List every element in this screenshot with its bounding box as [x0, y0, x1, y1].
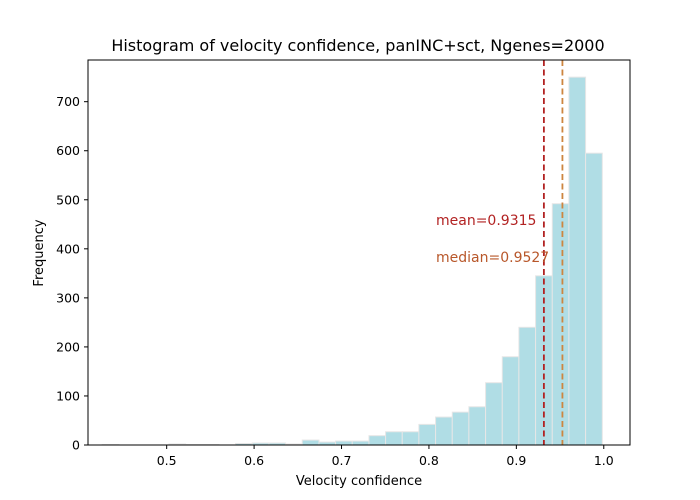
- histogram-bar: [418, 423, 437, 446]
- y-tick-label: 700: [56, 94, 80, 109]
- histogram-bar: [385, 431, 403, 446]
- x-tick-label: 0.5: [157, 453, 177, 468]
- x-tick-label: 1.0: [594, 453, 614, 468]
- histogram-bar: [335, 440, 353, 446]
- reference-lines: [542, 60, 564, 445]
- x-axis-ticks: 0.5 0.6 0.7 0.8 0.9 1.0: [157, 445, 614, 468]
- mean-annotation: mean=0.9315: [436, 213, 536, 229]
- y-tick-label: 600: [56, 143, 80, 158]
- x-tick-label: 0.9: [506, 453, 526, 468]
- histogram-bar: [568, 76, 587, 446]
- y-tick-label: 200: [56, 339, 80, 354]
- histogram-bar: [351, 440, 370, 446]
- histogram-bar: [451, 411, 470, 446]
- x-axis-label: Velocity confidence: [296, 474, 422, 489]
- histogram-bar: [468, 406, 487, 446]
- y-tick-label: 300: [56, 290, 80, 305]
- histogram-bar: [368, 435, 387, 446]
- histogram-bar: [551, 203, 570, 446]
- histogram-bar: [585, 152, 603, 446]
- y-tick-label: 500: [56, 192, 80, 207]
- y-axis-label: Frequency: [32, 219, 47, 286]
- x-tick-label: 0.7: [332, 453, 352, 468]
- y-tick-label: 400: [56, 241, 80, 256]
- x-tick-label: 0.8: [419, 453, 439, 468]
- histogram-bar: [485, 382, 503, 446]
- y-tick-label: 0: [72, 438, 80, 453]
- histogram-bar: [518, 326, 537, 446]
- histogram-bar: [501, 356, 520, 446]
- y-axis-ticks: 0 100 200 300 400 500 600 700: [56, 94, 88, 453]
- histogram-bar: [301, 439, 320, 446]
- y-tick-label: 100: [56, 388, 80, 403]
- x-tick-label: 0.6: [244, 453, 264, 468]
- chart-title: Histogram of velocity confidence, panINC…: [111, 36, 604, 55]
- histogram-bar: [401, 431, 420, 446]
- histogram-bar: [435, 416, 453, 446]
- plot-area-frame: [87, 59, 631, 446]
- bars-group: [101, 76, 603, 446]
- median-annotation: median=0.9527: [436, 250, 549, 266]
